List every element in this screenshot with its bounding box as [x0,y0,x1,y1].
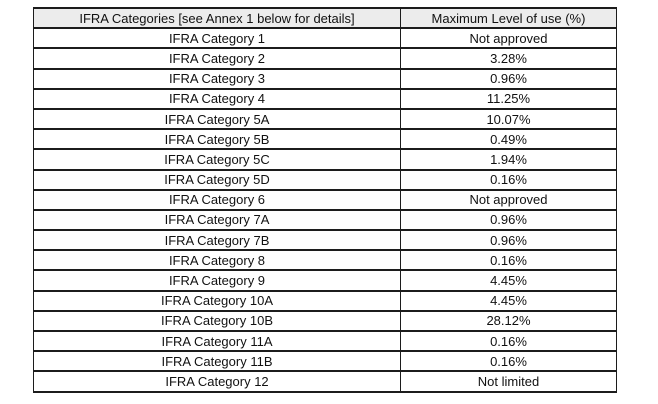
max-level-cell: 4.45% [400,269,617,292]
category-cell: IFRA Category 5B [33,128,401,151]
max-level-cell: 0.16% [400,249,617,272]
max-level-cell: Not approved [400,188,617,211]
category-cell: IFRA Category 10B [33,309,401,333]
max-level-cell: 0.16% [400,329,617,353]
table-row: IFRA Category 7B 0.96% [33,229,617,252]
category-cell: IFRA Category 5D [33,168,401,191]
table-row: IFRA Category 6 Not approved [33,188,617,211]
max-level-cell: Not approved [400,27,617,50]
max-level-cell: 1.94% [400,148,617,171]
table-row: IFRA Category 4 11.25% [33,87,617,110]
category-cell: IFRA Category 12 [33,370,401,393]
table-row: IFRA Category 5C 1.94% [33,148,617,171]
table-row: IFRA Category 12 Not limited [33,370,617,393]
table-row: IFRA Category 5B 0.49% [33,128,617,151]
category-cell: IFRA Category 4 [33,87,401,110]
max-level-cell: 0.96% [400,229,617,252]
table-row: IFRA Category 2 3.28% [33,47,617,70]
table-row: IFRA Category 1 Not approved [33,27,617,50]
category-cell: IFRA Category 9 [33,269,401,292]
table-row: IFRA Category 5D 0.16% [33,168,617,191]
category-cell: IFRA Category 2 [33,47,401,70]
max-level-cell: 3.28% [400,47,617,70]
table-row: IFRA Category 11A 0.16% [33,329,617,353]
max-level-cell: Not limited [400,370,617,393]
max-level-cell: 0.49% [400,128,617,151]
column-header-categories: IFRA Categories [see Annex 1 below for d… [33,6,401,30]
table-row: IFRA Category 10A 4.45% [33,289,617,312]
category-cell: IFRA Category 1 [33,27,401,50]
table-row: IFRA Category 5A 10.07% [33,107,617,131]
max-level-cell: 0.16% [400,350,617,373]
ifra-categories-table: IFRA Categories [see Annex 1 below for d… [33,6,617,393]
max-level-cell: 0.96% [400,67,617,90]
max-level-cell: 0.96% [400,208,617,232]
category-cell: IFRA Category 3 [33,67,401,90]
table-row: IFRA Category 7A 0.96% [33,208,617,232]
category-cell: IFRA Category 7B [33,229,401,252]
category-cell: IFRA Category 8 [33,249,401,272]
category-cell: IFRA Category 5C [33,148,401,171]
table-row: IFRA Category 11B 0.16% [33,350,617,373]
category-cell: IFRA Category 10A [33,289,401,312]
table-row: IFRA Category 8 0.16% [33,249,617,272]
table-row: IFRA Category 10B 28.12% [33,309,617,333]
category-cell: IFRA Category 11B [33,350,401,373]
max-level-cell: 11.25% [400,87,617,110]
max-level-cell: 0.16% [400,168,617,191]
category-cell: IFRA Category 7A [33,208,401,232]
max-level-cell: 28.12% [400,309,617,333]
max-level-cell: 10.07% [400,107,617,131]
max-level-cell: 4.45% [400,289,617,312]
column-header-max-level: Maximum Level of use (%) [400,6,617,30]
category-cell: IFRA Category 6 [33,188,401,211]
table-row: IFRA Category 9 4.45% [33,269,617,292]
category-cell: IFRA Category 11A [33,329,401,353]
table-row: IFRA Category 3 0.96% [33,67,617,90]
header-row: IFRA Categories [see Annex 1 below for d… [33,6,617,30]
category-cell: IFRA Category 5A [33,107,401,131]
